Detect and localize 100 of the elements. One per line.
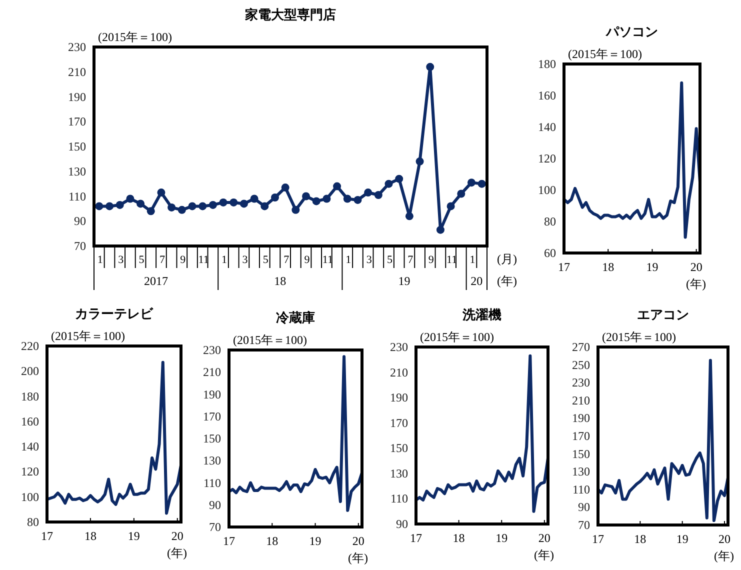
y-tick-label: 170 (203, 409, 221, 424)
x-tick-label: 19 (496, 531, 508, 545)
point (270, 193, 279, 202)
y-tick-label: 150 (572, 446, 590, 461)
x-tick-label: 19 (128, 529, 140, 543)
y-tick-label: 250 (572, 358, 590, 372)
text: 18 (274, 274, 286, 288)
y-tick-label: 130 (572, 464, 590, 479)
y-tick-label: 90 (578, 500, 590, 514)
y-tick-label: 200 (21, 364, 39, 378)
x-axis-title: (年) (348, 551, 368, 565)
x-tick-label: 20 (690, 260, 702, 274)
line-series (562, 81, 702, 239)
y-tick-label: 70 (209, 520, 221, 534)
y-tick-label: 210 (68, 64, 86, 79)
line-series (414, 354, 550, 513)
chart-title: パソコン (605, 25, 658, 40)
y-axis-title: (2015年＝100) (98, 30, 172, 44)
y-tick-label: 170 (68, 114, 86, 129)
y-tick-label: 160 (538, 88, 556, 102)
x-tick-label: 17 (558, 260, 570, 274)
text: 20 (470, 274, 483, 288)
y-tick-label: 190 (390, 390, 408, 405)
y-tick-label: 140 (21, 440, 39, 454)
y-tick-label: 270 (572, 340, 590, 354)
x-tick-label: 1 (222, 254, 228, 266)
y-tick-label: 210 (572, 393, 590, 408)
point (281, 184, 290, 192)
y-tick-label: 190 (68, 90, 86, 104)
point (292, 206, 300, 214)
x-tick-label: 18 (266, 534, 278, 548)
point (374, 191, 382, 200)
y-tick-label: 80 (27, 515, 39, 529)
point (95, 202, 104, 210)
point (333, 182, 342, 190)
y-tick-label: 80 (544, 214, 556, 228)
y-tick-label: 70 (74, 239, 86, 253)
point (198, 202, 207, 210)
x-tick-label: 20 (718, 532, 730, 546)
x-tick-label: 19 (646, 260, 658, 274)
x-tick-label: 5 (138, 254, 145, 266)
x-tick-label: 18 (84, 529, 96, 543)
text: (年) (497, 274, 517, 288)
chart-title: カラーテレビ (75, 307, 154, 322)
line-series (46, 360, 182, 515)
y-tick-label: 170 (572, 429, 590, 443)
x-tick-label: 19 (676, 532, 688, 546)
point (240, 200, 248, 208)
y-tick-label: 230 (203, 343, 221, 357)
y-axis-title: (2015年＝100) (420, 330, 494, 344)
x-axis-title: (年) (534, 548, 554, 562)
point (354, 196, 362, 204)
y-tick-label: 110 (203, 476, 221, 490)
y-tick-label: 190 (572, 411, 590, 426)
point (343, 194, 352, 203)
y-tick-label: 150 (390, 441, 408, 456)
x-tick-label: 17 (223, 534, 235, 548)
y-tick-label: 100 (538, 183, 556, 197)
x-tick-label: 3 (366, 254, 372, 266)
point (302, 192, 310, 200)
point (208, 200, 217, 209)
x-tick-label: 17 (41, 529, 53, 543)
y-tick-label: 110 (572, 482, 590, 496)
point (312, 197, 320, 206)
y-tick-label: 60 (544, 246, 556, 260)
point (230, 198, 238, 206)
text: 19 (398, 274, 410, 288)
y-axis-title: (2015年＝100) (568, 47, 642, 61)
y-tick-label: 180 (21, 389, 39, 404)
point (136, 200, 145, 208)
text: 2017 (144, 274, 168, 288)
point (178, 206, 186, 214)
point (405, 212, 414, 220)
point (416, 157, 424, 166)
y-tick-label: 210 (390, 365, 408, 380)
y-tick-label: 190 (203, 387, 221, 402)
y-axis-title: (2015年＝100) (233, 333, 307, 347)
y-tick-label: 230 (68, 40, 86, 54)
point (426, 62, 434, 71)
x-tick-label: 5 (387, 254, 393, 266)
point (126, 194, 134, 203)
y-tick-label: 180 (538, 57, 556, 71)
y-tick-label: 230 (572, 376, 590, 390)
point (322, 194, 331, 203)
y-tick-label: 230 (390, 340, 408, 354)
y-tick-label: 90 (396, 517, 408, 531)
x-tick-label: 17 (592, 532, 604, 546)
point (168, 203, 176, 212)
chart-title: 洗濯機 (462, 308, 502, 323)
x-axis-title: (年) (714, 549, 734, 563)
point (457, 190, 466, 198)
x-tick-label: 7 (284, 254, 290, 266)
y-tick-label: 140 (538, 120, 556, 134)
y-tick-label: 130 (203, 454, 221, 468)
line-series (596, 358, 730, 522)
y-tick-label: 210 (203, 365, 221, 380)
point (395, 174, 404, 183)
point (436, 226, 444, 234)
chart-title: 家電大型専門店 (244, 7, 336, 23)
line-series (228, 355, 364, 512)
